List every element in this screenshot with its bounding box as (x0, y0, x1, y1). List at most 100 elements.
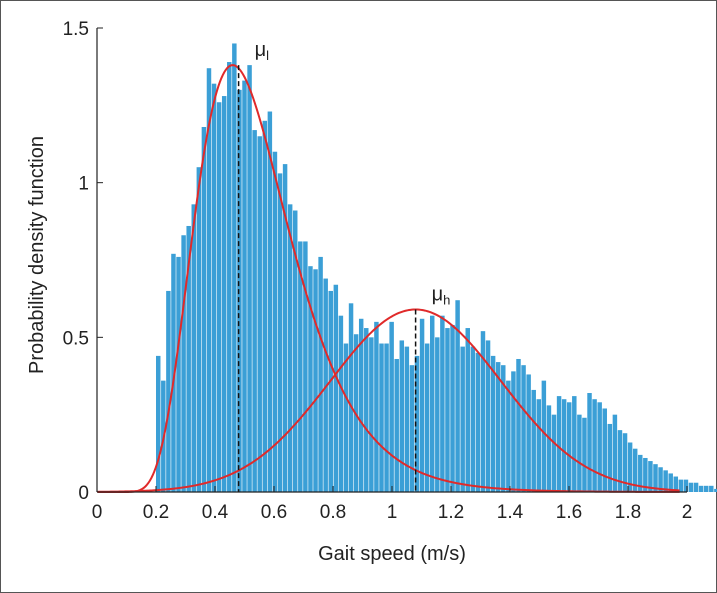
histogram-bar (374, 322, 378, 492)
histogram-bar (425, 344, 429, 492)
y-tick-label: 0.5 (63, 328, 89, 349)
mean-label: μl (255, 39, 270, 63)
histogram-bar (318, 257, 322, 492)
histogram-bar (349, 303, 353, 492)
y-tick-label: 1 (78, 174, 89, 195)
x-tick-label: 1.4 (497, 502, 524, 523)
histogram-bar (542, 381, 546, 492)
histogram-bar (582, 418, 586, 492)
histogram-bar (339, 316, 343, 492)
histogram-bar (212, 84, 216, 492)
histogram-bar (166, 291, 170, 492)
histogram-bar (156, 356, 160, 492)
x-tick-label: 0.4 (202, 502, 229, 523)
histogram-bar (227, 62, 231, 492)
chart: 0 0.2 0.4 0.6 0.8 1 1.2 1.4 1.6 1.8 2 0 0.5 1 1.5 Gait… (0, 0, 717, 593)
histogram-bar (709, 486, 713, 492)
histogram-bar (217, 102, 221, 492)
histogram-bar (552, 415, 556, 492)
histogram-bar (608, 424, 612, 492)
histogram-bar (531, 390, 535, 492)
y-tick-label: 0 (78, 483, 89, 504)
histogram-bar (410, 365, 414, 492)
histogram-bar (466, 328, 470, 492)
histogram-bar (597, 402, 601, 492)
histogram-bar (567, 402, 571, 492)
histogram-bar (278, 173, 282, 492)
histogram-bar (288, 204, 292, 492)
histogram-bar (603, 408, 607, 492)
histogram-bar (587, 393, 591, 492)
y-axis-label: Probability density function (26, 136, 48, 374)
histogram-bar (704, 486, 708, 492)
histogram-bar (197, 167, 201, 492)
histogram-bar (562, 399, 566, 492)
mean-label-subscript: l (266, 48, 269, 63)
x-tick-label: 1.2 (438, 502, 464, 523)
histogram-bar (263, 121, 267, 492)
y-tick-label: 1.5 (63, 19, 89, 40)
x-tick-label: 0 (92, 502, 103, 523)
mean-label: μh (432, 283, 451, 307)
histogram-bar (329, 291, 333, 492)
histogram-bar (511, 371, 515, 492)
x-tick-label: 0.6 (261, 502, 287, 523)
histogram-bar (202, 127, 206, 492)
histogram-bar (394, 359, 398, 492)
histogram-bar (450, 325, 454, 492)
histogram-bar (400, 340, 404, 492)
histogram-bar (242, 81, 246, 492)
histogram-bar (405, 347, 409, 492)
histogram-bar (694, 483, 698, 492)
histogram-bar (176, 257, 180, 492)
histogram-bar (268, 112, 272, 492)
histogram-bar (471, 347, 475, 492)
histogram-bar (699, 486, 703, 492)
histogram-bar (435, 337, 439, 492)
histogram-bar (257, 136, 261, 492)
x-axis-label: Gait speed (m/s) (318, 543, 466, 565)
x-tick-label: 1 (387, 502, 398, 523)
histogram-bar (592, 399, 596, 492)
x-tick-label: 0.8 (320, 502, 346, 523)
histogram-bar (222, 96, 226, 492)
histogram-bar (384, 344, 388, 492)
histogram-bar (389, 322, 393, 492)
histogram-bar (303, 241, 307, 492)
x-tick-label: 0.2 (143, 502, 169, 523)
histogram-bar (577, 415, 581, 492)
histogram-bar (192, 204, 196, 492)
histogram-bar (252, 130, 256, 492)
histogram-bar (440, 316, 444, 492)
histogram-bar (273, 152, 277, 492)
histogram-bar (521, 365, 525, 492)
histogram-bar (369, 337, 373, 492)
histogram-bar (247, 65, 251, 492)
histogram-bar (364, 328, 368, 492)
histogram-bar (232, 43, 236, 492)
histogram-bar (313, 269, 317, 492)
histogram-bar (496, 362, 500, 492)
histogram-bars (156, 43, 717, 492)
histogram-bar (476, 353, 480, 492)
histogram-bar (526, 374, 530, 492)
histogram-bar (379, 344, 383, 492)
histogram-bar (344, 344, 348, 492)
x-tick-label: 1.8 (615, 502, 641, 523)
histogram-bar (506, 381, 510, 492)
histogram-bar (334, 285, 338, 492)
histogram-bar (516, 359, 520, 492)
histogram-bar (547, 405, 551, 492)
histogram-bar (537, 399, 541, 492)
mean-label-subscript: h (443, 292, 450, 307)
x-tick-label: 2 (682, 502, 693, 523)
histogram-bar (689, 483, 693, 492)
histogram-bar (445, 328, 449, 492)
histogram-bar (420, 319, 424, 492)
histogram-bar (491, 356, 495, 492)
histogram-bar (572, 396, 576, 492)
histogram-bar (460, 347, 464, 492)
histogram-bar (430, 316, 434, 492)
histogram-bar (181, 235, 185, 492)
x-tick-label: 1.6 (556, 502, 582, 523)
